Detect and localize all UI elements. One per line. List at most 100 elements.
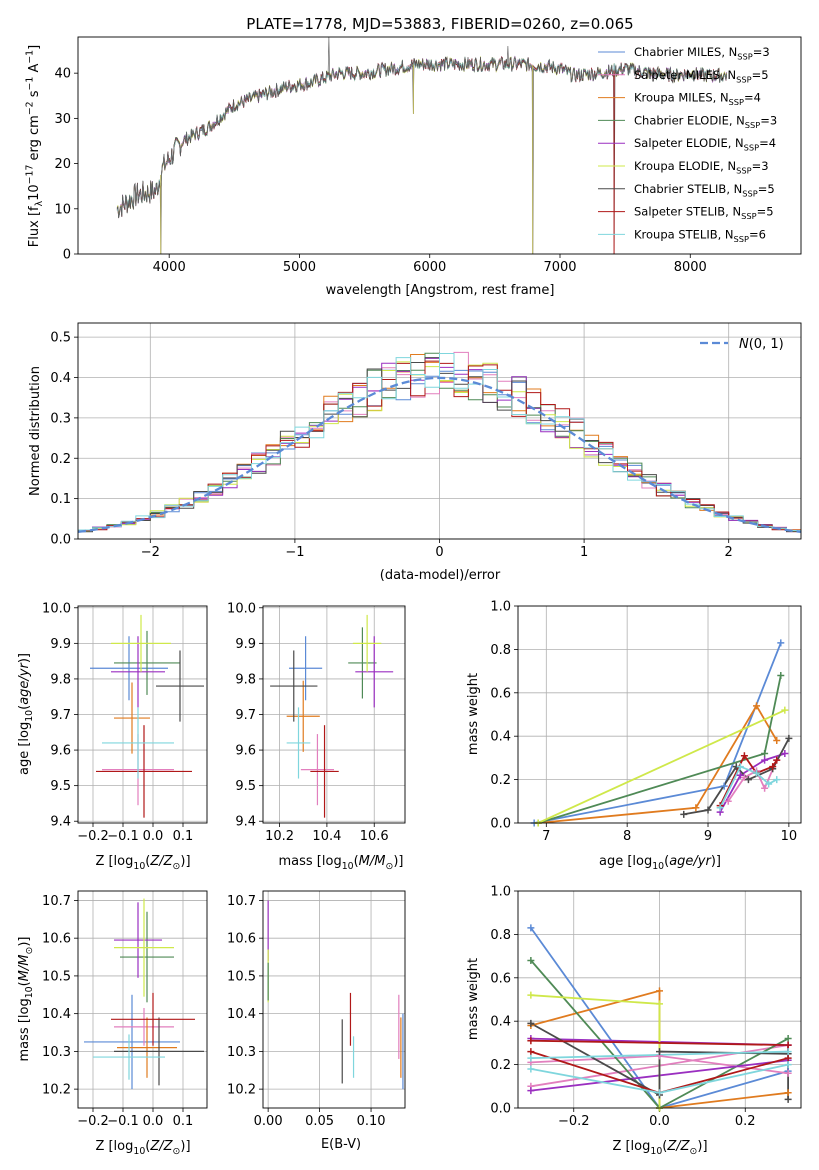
- weight-marker-chabrier_elodie: [777, 671, 785, 679]
- legend-label: Chabrier ELODIE, NSSP=3: [634, 113, 777, 129]
- y-tick-label: 40: [54, 67, 71, 82]
- histogram-kroupa_stelib: [78, 353, 801, 531]
- legend-label: Kroupa STELIB, NSSP=6: [634, 227, 766, 243]
- chart-mass-vs-ebv: 0.00 0.05 0.10 10.2 10.3 10.4 10.5 10.6 10.7 E(B-…: [227, 890, 406, 1152]
- y-axis-label-part: 10: [24, 710, 35, 722]
- legend-label-part: Salpeter MILES, N: [634, 68, 736, 82]
- x-tick-label: 8: [623, 829, 631, 844]
- x-tick-label: 0.10: [357, 1114, 386, 1129]
- y-axis-label: Flux [fλ10−17 erg cm−2 s−1 A−1]: [25, 45, 45, 247]
- x-axis-label-part: )]: [697, 1139, 707, 1154]
- weight-marker-salpeter_miles: [740, 773, 748, 781]
- y-tick-label: 0.4: [50, 371, 71, 386]
- y-tick-label: 1.0: [490, 600, 511, 615]
- axes-frame: [517, 890, 802, 1109]
- x-tick-label: 8000: [674, 260, 707, 275]
- chart-weight-vs-z: −0.2 0.0 0.2 0.0 0.2 0.4 0.6 0.8 1.0 Z [log10(Z/Z…: [466, 885, 802, 1157]
- y-tick-label: 9.9: [235, 637, 256, 652]
- x-tick-label: −1: [285, 545, 304, 560]
- weight-marker-salpeter_stelib: [740, 752, 748, 760]
- legend-label-part: Salpeter ELODIE, N: [634, 136, 744, 150]
- legend-label-part: Kroupa MILES, N: [634, 91, 729, 105]
- x-axis-label-part: )]: [393, 854, 403, 869]
- y-tick-label: 9.5: [50, 779, 71, 794]
- weight-line-kroupa_elodie: [530, 994, 661, 1108]
- y-tick-label: 9.7: [235, 708, 256, 723]
- x-axis-label-part: Z [log: [95, 1139, 133, 1154]
- y-axis-label-part: mass [log: [17, 998, 32, 1061]
- weight-marker-kroupa_stelib: [773, 776, 781, 784]
- y-tick-label: 10.6: [42, 932, 71, 947]
- x-tick-label: 10: [781, 829, 798, 844]
- y-tick-label: 0.5: [50, 331, 71, 346]
- x-tick-label: 10.6: [360, 829, 389, 844]
- chart-residuals: −2 −1 0 1 2 0.0 0.1 0.2 0.3 0.4 0.5 (data-model)/er…: [28, 322, 802, 583]
- legend-label-part: =4: [759, 136, 776, 150]
- x-axis-label-part: 10: [133, 861, 145, 872]
- legend-label-part: =6: [749, 227, 766, 241]
- plot-area-weight-vs-z: [518, 891, 801, 1108]
- axes-frame: [262, 890, 406, 1109]
- chart-age-vs-z: −0.2−0.1 0.0 0.1 9.4 9.5 9.6 9.7 9.8 9.9 10.0 Z [l…: [17, 601, 208, 872]
- legend-label-part: =3: [753, 45, 770, 59]
- x-axis-label: (data-model)/error: [380, 568, 501, 583]
- y-axis-label-part: (: [17, 705, 32, 710]
- x-axis-label-part: 10: [650, 1146, 662, 1157]
- x-axis-label: wavelength [Angstrom, rest frame]: [326, 283, 555, 298]
- x-axis-label-part: (: [664, 854, 669, 869]
- legend-label-part: SSP: [734, 234, 749, 244]
- y-tick-label: 10.3: [42, 1045, 71, 1060]
- y-tick-label: 10.5: [227, 969, 256, 984]
- weight-marker-salpeter_stelib: [769, 763, 777, 771]
- y-tick-label: 0.0: [490, 1102, 511, 1117]
- legend-label-part: SSP: [744, 143, 759, 153]
- y-tick-label: 0.3: [50, 411, 71, 426]
- legend-label-part: Chabrier STELIB, N: [634, 182, 742, 196]
- x-tick-label: −2: [141, 545, 160, 560]
- x-axis-label-part: )]: [711, 854, 721, 869]
- y-axis-label-part: ]: [27, 45, 42, 50]
- y-tick-label: 0.4: [490, 730, 511, 745]
- y-tick-label: 9.6: [50, 744, 71, 759]
- x-tick-label: −0.2: [77, 829, 109, 844]
- x-tick-label: 0.05: [305, 1114, 334, 1129]
- legend-label-part: Salpeter STELIB, N: [634, 205, 741, 219]
- weight-marker-kroupa_miles: [692, 804, 700, 812]
- weight-marker-kroupa_miles: [773, 737, 781, 745]
- x-axis-label: age [log10(age/yr)]: [599, 854, 721, 872]
- y-axis-label: mass weight: [466, 958, 481, 1040]
- y-tick-label: 0.2: [50, 452, 71, 467]
- y-tick-label: 0: [63, 248, 71, 263]
- x-axis-label-part: Z [log: [612, 1139, 650, 1154]
- x-axis-label-part: )]: [180, 1139, 190, 1154]
- observed-spectrum: [116, 37, 727, 254]
- weight-line-kroupa_elodie: [537, 709, 786, 823]
- weight-line-chabrier_elodie: [537, 675, 782, 823]
- weight-marker-salpeter_stelib: [527, 1037, 535, 1045]
- weight-marker-chabrier_miles: [777, 639, 785, 647]
- weight-marker-salpeter_stelib: [784, 1041, 792, 1049]
- weight-marker-salpeter_elodie: [781, 750, 789, 758]
- weight-marker-chabrier_stelib: [680, 810, 688, 818]
- legend-label-part: =4: [744, 91, 761, 105]
- weight-marker-kroupa_stelib: [527, 1054, 535, 1062]
- weight-marker-kroupa_elodie: [656, 1000, 663, 1008]
- y-axis-label-part: erg cm: [27, 115, 42, 164]
- y-tick-label: 1.0: [490, 885, 511, 900]
- y-tick-label: 10.3: [227, 1045, 256, 1060]
- y-axis-label-part: s: [27, 90, 42, 101]
- legend-label-part: Kroupa ELODIE, N: [634, 159, 736, 173]
- y-axis-label-part: ⊙: [24, 947, 35, 955]
- x-tick-label: 0.0: [649, 1114, 670, 1129]
- y-tick-label: 0.6: [490, 686, 511, 701]
- weight-marker-kroupa_stelib: [753, 769, 761, 777]
- legend-label-part: N: [739, 337, 749, 352]
- y-axis-label-part: (: [17, 981, 32, 986]
- figure-title: PLATE=1778, MJD=53883, FIBERID=0260, z=0…: [246, 15, 633, 33]
- y-tick-label: 10.6: [227, 932, 256, 947]
- x-tick-label: 5000: [283, 260, 316, 275]
- y-axis-label-part: 10: [24, 986, 35, 998]
- y-axis-label-part: −2: [25, 101, 36, 115]
- y-axis-label-part: age [log: [17, 722, 32, 775]
